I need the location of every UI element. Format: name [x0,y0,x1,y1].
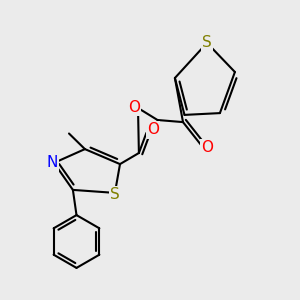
Text: O: O [202,140,214,155]
Text: N: N [47,155,58,170]
Text: S: S [202,35,212,50]
Text: S: S [110,187,120,202]
Text: O: O [128,100,140,115]
Text: O: O [147,122,159,137]
